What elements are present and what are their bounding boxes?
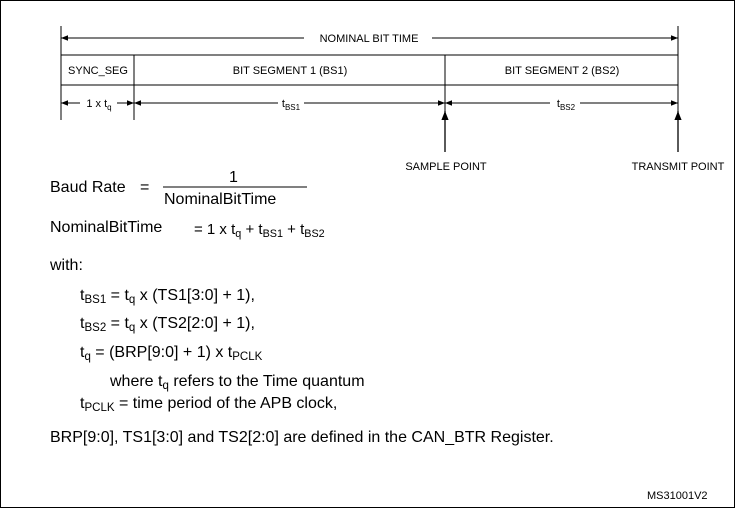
figure-id: MS31001V2 [647,490,708,502]
fraction-denominator: NominalBitTime [164,191,277,208]
fraction-numerator: 1 [229,169,238,186]
baud-equals: = [140,179,150,196]
transmit-point-label: TRANSMIT POINT [632,161,725,173]
tbs2-formula: tBS2 = tq x (TS2[2:0] + 1), [80,315,255,335]
tpclk-formula: tPCLK = time period of the APB clock, [80,395,338,415]
nominal-bit-time-expression: = 1 x tq + tBS1 + tBS2 [194,221,325,241]
bs2-label: BIT SEGMENT 2 (BS2) [505,65,620,77]
with-label: with: [50,257,83,274]
tq-formula: tq = (BRP[9:0] + 1) x tPCLK [80,344,263,364]
sample-point-label: SAMPLE POINT [405,161,487,173]
baud-rate-label: Baud Rate [50,179,126,196]
sync-seg-label: SYNC_SEG [68,65,128,77]
nominal-bit-time-label-formula: NominalBitTime [50,219,163,236]
register-note: BRP[9:0], TS1[3:0] and TS2[2:0] are defi… [50,429,554,446]
bs1-duration-label: tBS1 [282,98,301,112]
sync-duration-label: 1 x tq [86,98,111,112]
tbs1-formula: tBS1 = tq x (TS1[3:0] + 1), [80,287,255,307]
bs2-duration-label: tBS2 [557,98,576,112]
bs1-label: BIT SEGMENT 1 (BS1) [233,65,348,77]
tq-description: where tq refers to the Time quantum [110,373,365,393]
nominal-bit-time-label: NOMINAL BIT TIME [320,33,419,45]
